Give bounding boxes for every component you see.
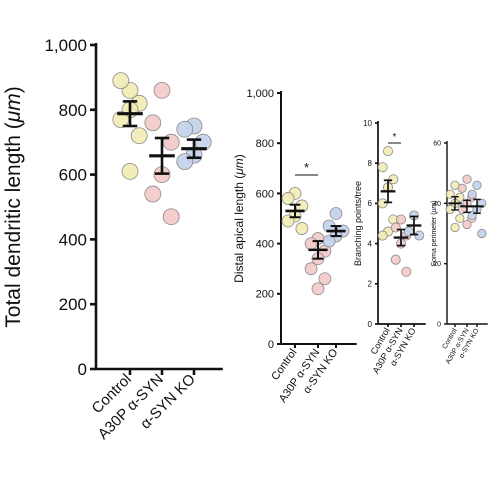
y-tick-label: 20 [433,261,441,268]
y-axis-label-part: ) [232,154,246,158]
data-point [401,266,412,277]
y-tick-label: 10 [363,119,372,128]
y-tick-label: 400 [256,238,274,250]
data-point [162,133,180,151]
data-point [388,174,399,185]
y-tick-label: 600 [256,188,274,200]
y-tick-label: 1,000 [246,88,274,100]
y-axis-label-part: ) [431,200,438,202]
y-tick-label: 0 [78,360,87,379]
data-point [395,214,406,225]
data-point [462,219,472,230]
y-tick-label: 200 [256,289,274,301]
significance-label: * [304,160,309,175]
y-axis-label-part: μm [431,203,438,214]
data-point [304,237,318,251]
y-tick-label: 6 [368,199,373,208]
data-point [414,230,425,241]
data-point [455,213,465,224]
y-tick-label: 40 [433,201,441,208]
data-point [162,208,180,226]
y-axis-label-part: Soma perimeter ( [431,212,438,267]
y-axis-label: Total dendritic length (μm) [2,86,25,327]
data-point [382,146,393,157]
y-tick-label: 400 [59,230,87,249]
y-tick-label: 800 [59,101,87,120]
data-point [176,153,194,171]
data-point [390,222,401,233]
y-tick-label: 0 [368,320,373,329]
data-point [318,272,332,286]
data-point [377,162,388,173]
y-tick-label: 0 [437,321,441,328]
y-axis-label-part: ) [2,86,25,93]
y-tick-label: 2 [368,280,373,289]
data-point [153,81,171,99]
data-point [377,198,388,209]
y-tick-label: 60 [433,140,441,147]
y-axis-label-part: Distal apical length ( [232,175,246,283]
data-point [462,174,472,184]
data-point [112,72,130,90]
data-point [450,222,460,233]
data-point [176,120,194,138]
y-axis-label: Distal apical length (μm) [232,154,246,283]
significance-label: * [393,132,397,143]
y-tick-label: 600 [59,166,87,185]
y-tick-label: 200 [59,295,87,314]
y-axis-label: Soma perimeter (μm) [431,200,438,266]
data-point [311,282,325,296]
y-tick-label: 0 [268,339,274,351]
y-axis-label: Branching points/tree [353,181,363,266]
y-axis-label-part: μm [232,158,246,176]
data-point [329,207,343,220]
data-point [477,228,487,239]
y-axis-label-part: Total dendritic length ( [2,122,25,327]
data-point [144,114,162,132]
y-axis-label-part: μm [2,93,25,123]
data-point [304,262,318,276]
data-point [295,222,309,235]
y-tick-label: 800 [256,138,274,150]
data-point [121,162,139,180]
data-point [130,127,148,145]
data-point [281,192,295,205]
y-tick-label: 4 [368,239,373,248]
data-point [472,180,482,190]
data-point [467,189,477,199]
data-point [390,254,401,265]
data-point [457,183,467,193]
y-tick-label: 1,000 [44,36,87,55]
data-point [144,185,162,203]
y-tick-label: 8 [368,159,373,168]
data-point [377,230,388,241]
